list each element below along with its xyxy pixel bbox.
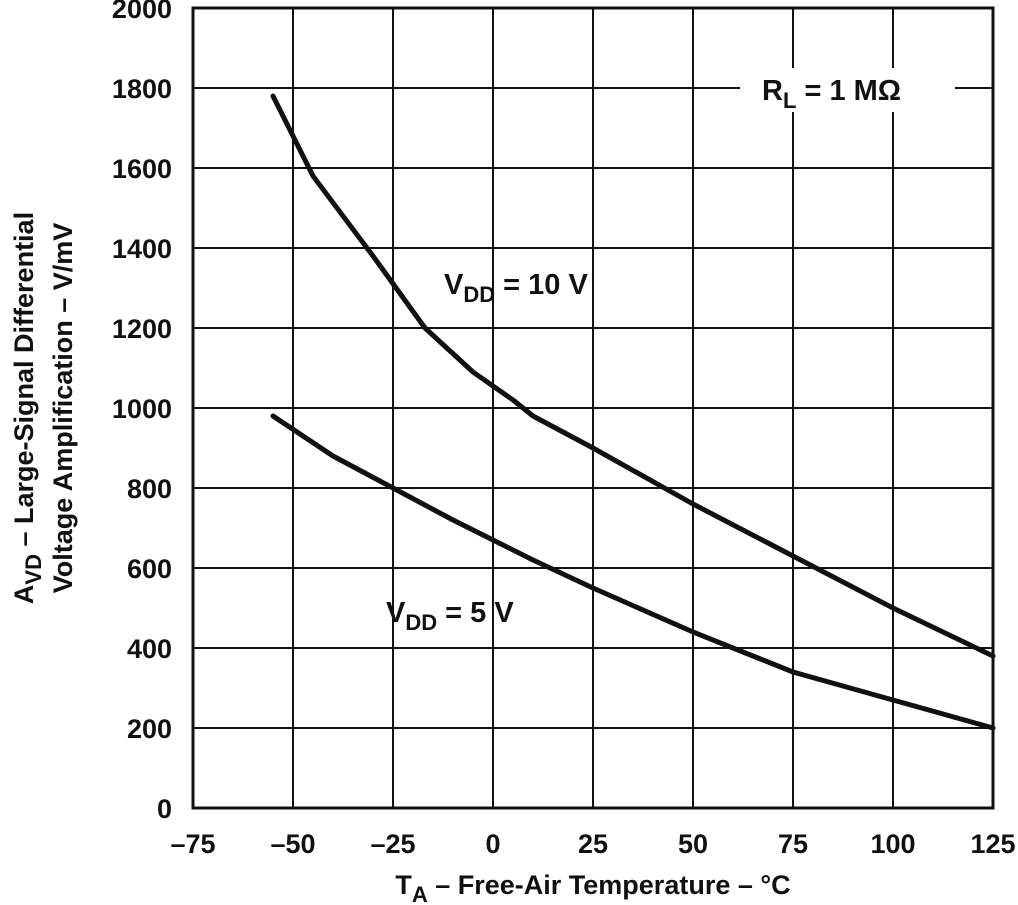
y-tick-label: 800 (127, 474, 172, 504)
y-axis-title-line2: Voltage Amplification – V/mV (48, 223, 78, 594)
y-tick-label: 1600 (112, 154, 172, 184)
annotation-rl: RL = 1 MΩ (762, 75, 901, 113)
series-lines (270, 93, 996, 731)
series-line-vdd-10 (270, 93, 996, 659)
y-tick-label: 200 (127, 714, 172, 744)
y-tick-label: 0 (157, 794, 172, 824)
x-tick-label: –25 (370, 829, 415, 859)
annotation-rl-bg (740, 68, 955, 112)
grid (193, 8, 993, 808)
x-tick-label: 0 (485, 829, 500, 859)
x-tick-label: 50 (678, 829, 708, 859)
y-tick-label: 1000 (112, 394, 172, 424)
x-tick-label: –50 (270, 829, 315, 859)
y-tick-label: 1800 (112, 74, 172, 104)
x-tick-label: 100 (870, 829, 915, 859)
y-tick-label: 1400 (112, 234, 172, 264)
y-axis-title-line1: AVD – Large-Signal Differential (9, 212, 46, 604)
y-tick-label: 2000 (112, 0, 172, 24)
x-tick-label: 125 (970, 829, 1015, 859)
x-tick-labels: –75 –50 –25 0 25 50 75 100 125 (170, 829, 1015, 859)
x-tick-label: –75 (170, 829, 215, 859)
annotation-vdd-5: VDD = 5 V (386, 597, 514, 635)
y-tick-labels: 0 200 400 600 800 1000 1200 1400 1600 1800 2000 (112, 0, 172, 824)
plot-frame (191, 6, 995, 810)
x-axis-title: TA – Free-Air Temperature – °C (395, 870, 790, 905)
x-tick-label: 25 (578, 829, 608, 859)
y-tick-label: 400 (127, 634, 172, 664)
x-tick-label: 75 (778, 829, 808, 859)
series-line-vdd-5 (270, 413, 996, 731)
y-tick-label: 600 (127, 554, 172, 584)
annotation-vdd-10: VDD = 10 V (444, 269, 588, 307)
y-tick-label: 1200 (112, 314, 172, 344)
